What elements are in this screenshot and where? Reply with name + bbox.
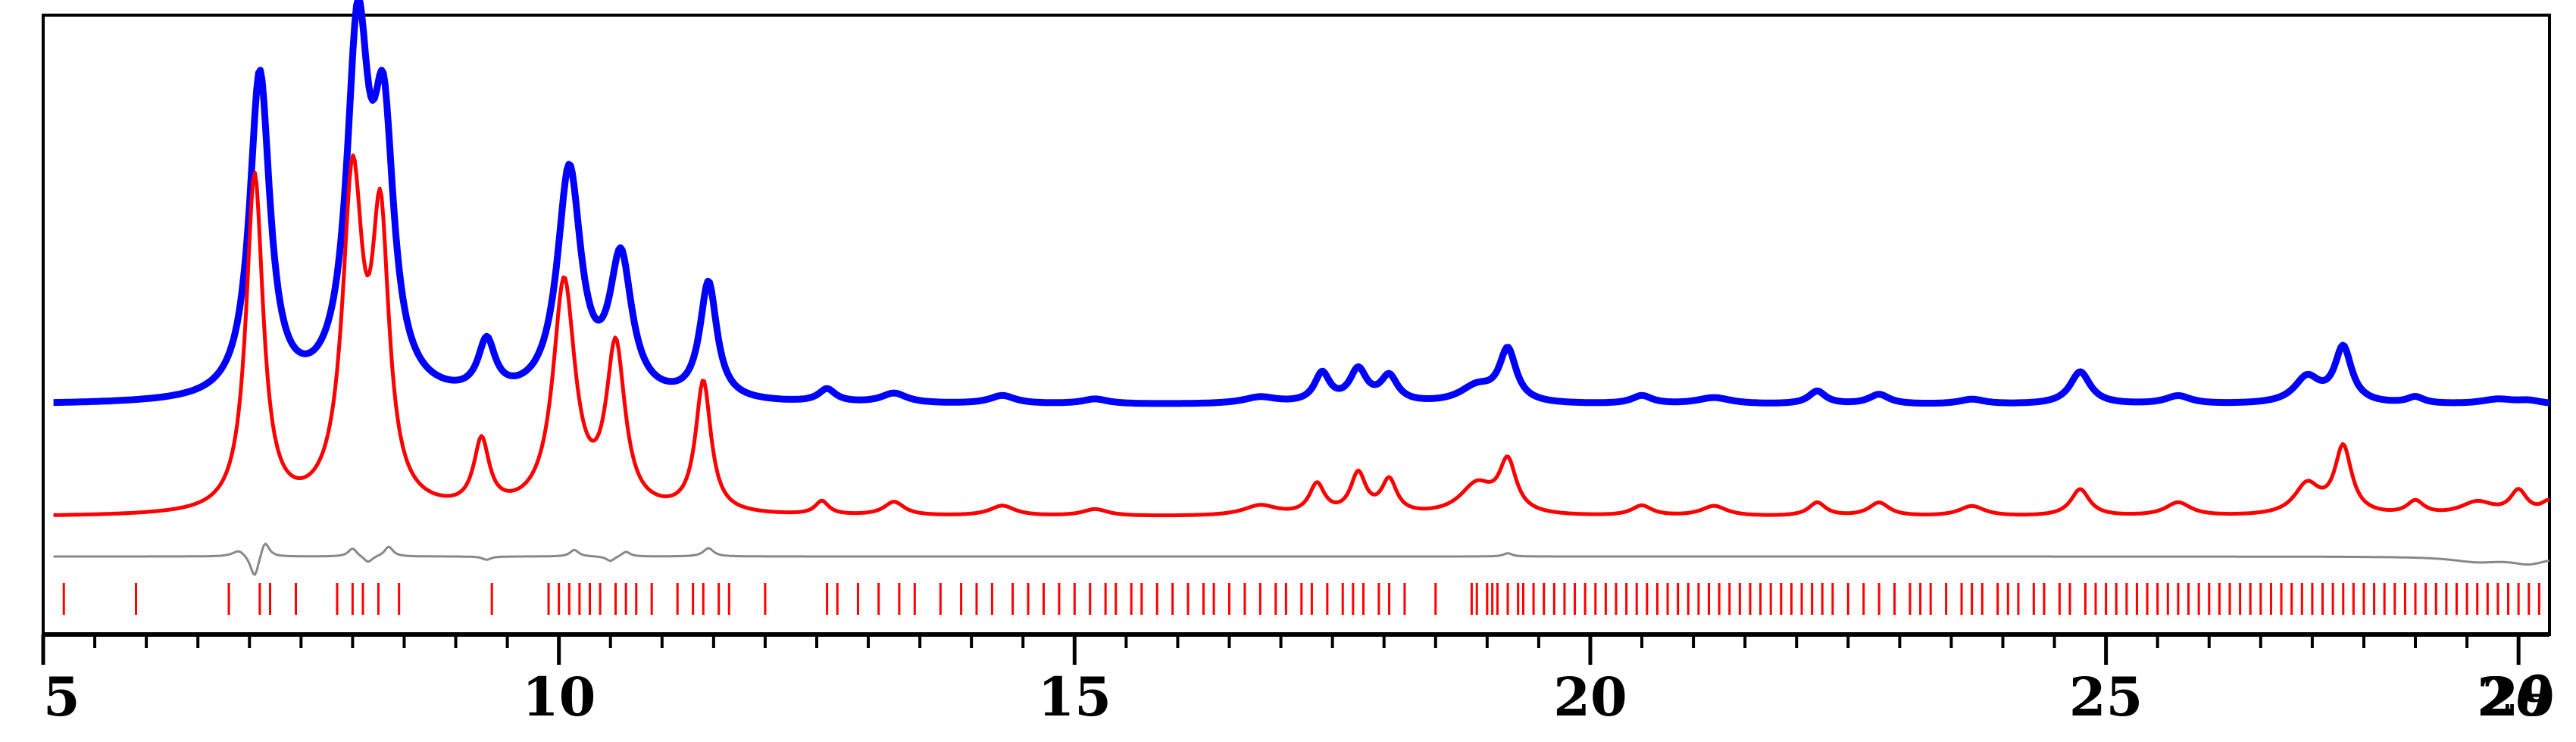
x-tick-label: 15 (1038, 666, 1111, 728)
reflection-marks (62, 583, 2540, 615)
x-tick-label: 29 (2481, 666, 2555, 728)
observed-pattern-line (52, 0, 2552, 407)
difference-pattern-line (53, 542, 2550, 576)
calculated-pattern-line (53, 153, 2550, 518)
series-layer (52, 0, 2552, 576)
x-axis-unit-theta: θ (2516, 666, 2552, 728)
x-tick-label: 10 (522, 666, 596, 728)
plot-frame (42, 14, 2551, 636)
x-axis-unit-number: 2 (2477, 666, 2514, 728)
x-ticks: 5 10 15 20 25 29 (41, 634, 2556, 728)
x-tick-label: 25 (2069, 666, 2143, 728)
x-tick-label: 5 (43, 666, 80, 728)
x-tick-label: 20 (1553, 666, 1627, 728)
